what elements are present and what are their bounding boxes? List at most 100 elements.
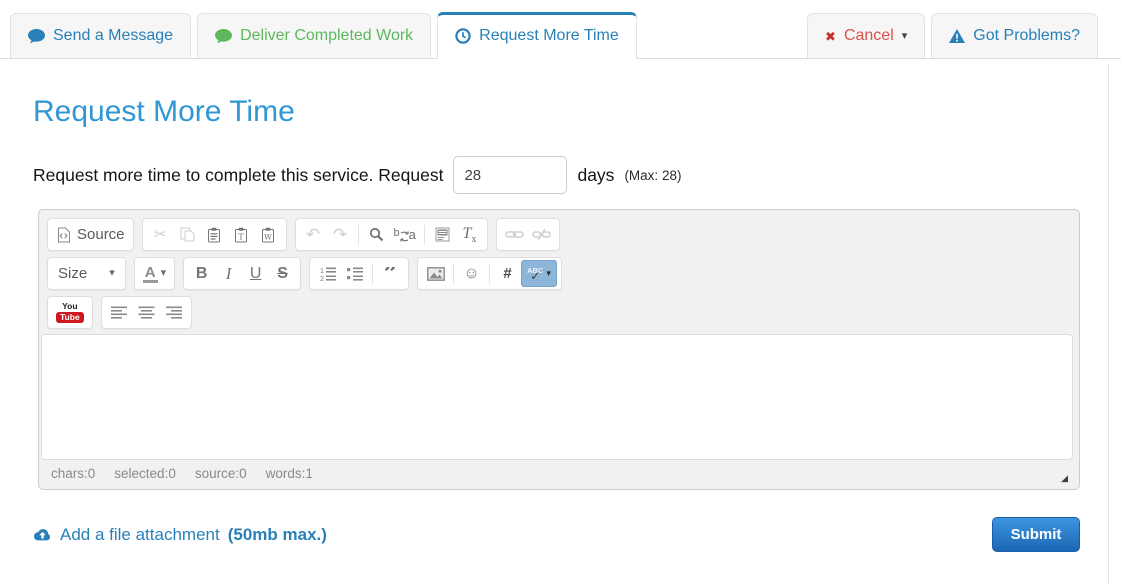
align-right-button[interactable] — [160, 299, 187, 326]
select-all-button[interactable] — [429, 221, 456, 248]
blockquote-button[interactable]: ” — [377, 260, 404, 287]
spellcheck-button[interactable]: ABC ✓ ▾ — [521, 260, 557, 287]
youtube-icon: You Tube — [56, 302, 84, 323]
request-days-line: Request more time to complete this servi… — [33, 156, 1080, 194]
strikethrough-button[interactable]: S — [269, 260, 296, 287]
max-days-note: (Max: 28) — [624, 167, 682, 183]
tab-label: Got Problems? — [973, 27, 1080, 44]
tab-label: Send a Message — [53, 27, 174, 44]
search-icon — [369, 227, 384, 242]
insert-image-button[interactable] — [422, 260, 449, 287]
status-source: source:0 — [194, 466, 247, 481]
days-input[interactable] — [453, 156, 568, 194]
hashtag-button[interactable]: # — [494, 260, 521, 287]
svg-text:T: T — [238, 232, 244, 242]
chevron-down-icon: ▾ — [109, 267, 115, 279]
size-select[interactable]: Size ▾ — [47, 257, 126, 290]
request-prompt: Request more time to complete this servi… — [33, 164, 444, 185]
resize-handle-icon[interactable]: ◢ — [1061, 473, 1068, 483]
youtube-button[interactable]: You Tube — [52, 299, 88, 326]
undo-button[interactable]: ↶ — [300, 221, 327, 248]
paste-from-word-button[interactable]: W — [255, 221, 282, 248]
text-color-button[interactable]: A ▾ — [139, 260, 170, 287]
footer-row: Add a file attachment (50mb max.) Submit — [33, 517, 1080, 552]
copy-icon — [180, 227, 195, 242]
spellcheck-icon: ABC ✓ — [527, 265, 544, 283]
status-chars: chars:0 — [51, 466, 96, 481]
tab-label: Request More Time — [479, 27, 619, 44]
bold-button[interactable]: B — [188, 260, 215, 287]
hashtag-icon: # — [503, 265, 512, 282]
svg-text:W: W — [264, 232, 272, 241]
rich-text-editor: Source ✂ — [38, 209, 1080, 490]
chat-bubble-icon — [215, 28, 233, 44]
unlink-icon-button[interactable] — [528, 221, 555, 248]
image-icon — [426, 266, 445, 281]
align-left-icon — [110, 306, 128, 320]
text-color-icon: A — [142, 263, 158, 283]
align-right-icon — [165, 306, 182, 320]
clock-icon — [455, 28, 471, 44]
chevron-down-icon: ▾ — [160, 267, 167, 279]
chat-bubble-icon — [28, 28, 45, 44]
tab-bar: Send a Message Deliver Completed Work Re… — [0, 0, 1121, 59]
emoji-button[interactable]: ☺ — [458, 260, 485, 287]
bulleted-list-icon — [346, 266, 364, 282]
source-label: Source — [77, 226, 125, 243]
editor-content-area[interactable] — [41, 334, 1073, 460]
cloud-upload-icon — [33, 528, 52, 542]
tab-deliver-completed-work[interactable]: Deliver Completed Work — [197, 13, 432, 58]
svg-text:2: 2 — [320, 276, 324, 282]
remove-format-button[interactable]: Tx — [456, 221, 483, 248]
status-selected: selected:0 — [114, 466, 176, 481]
undo-icon: ↶ — [305, 225, 321, 244]
select-all-icon — [435, 227, 450, 242]
bulleted-list-button[interactable] — [341, 260, 368, 287]
replace-icon: b a — [393, 227, 416, 242]
blockquote-icon: ” — [384, 267, 398, 281]
days-label: days — [577, 164, 615, 185]
source-button[interactable]: Source — [52, 221, 129, 248]
editor-status-bar: chars:0 selected:0 source:0 words:1 ◢ — [39, 460, 1079, 489]
paste-plain-text-button[interactable]: T — [228, 221, 255, 248]
attachment-max-label: (50mb max.) — [227, 524, 327, 544]
submit-button[interactable]: Submit — [992, 517, 1080, 552]
clipboard-text-icon: T — [234, 227, 248, 243]
tab-send-a-message[interactable]: Send a Message — [10, 13, 192, 58]
toolbar-separator — [489, 263, 491, 284]
chevron-down-icon: ▾ — [546, 268, 551, 278]
toolbar-separator — [453, 263, 455, 284]
copy-button[interactable] — [174, 221, 201, 248]
source-code-icon — [56, 227, 71, 243]
cut-button[interactable]: ✂ — [147, 221, 174, 248]
remove-format-icon: Tx — [462, 224, 477, 245]
chevron-down-icon: ▾ — [901, 29, 908, 42]
smiley-icon: ☺ — [463, 264, 480, 282]
toolbar-separator — [423, 224, 425, 245]
align-center-button[interactable] — [133, 299, 160, 326]
editor-toolbar: Source ✂ — [39, 210, 1079, 334]
size-select-label: Size — [58, 265, 88, 282]
tab-label: Cancel — [843, 27, 894, 44]
tab-content-pane: Request More Time Request more time to c… — [0, 95, 1121, 552]
tab-request-more-time[interactable]: Request More Time — [437, 12, 637, 59]
tab-cancel[interactable]: ✖ Cancel ▾ — [807, 13, 926, 58]
align-center-icon — [138, 306, 155, 320]
toolbar-separator — [372, 263, 374, 284]
unlink-icon — [532, 228, 551, 241]
redo-button[interactable]: ↷ — [327, 221, 354, 248]
status-words: words:1 — [265, 466, 313, 481]
add-attachment-link[interactable]: Add a file attachment (50mb max.) — [33, 525, 327, 545]
italic-button[interactable]: I — [215, 260, 242, 287]
link-button[interactable] — [501, 221, 528, 248]
align-left-button[interactable] — [106, 299, 133, 326]
underline-button[interactable]: U — [242, 260, 269, 287]
redo-icon: ↷ — [332, 225, 348, 244]
tab-got-problems[interactable]: Got Problems? — [931, 13, 1098, 58]
paste-button[interactable] — [201, 221, 228, 248]
find-button[interactable] — [363, 221, 390, 248]
replace-button[interactable]: b a — [390, 221, 420, 248]
